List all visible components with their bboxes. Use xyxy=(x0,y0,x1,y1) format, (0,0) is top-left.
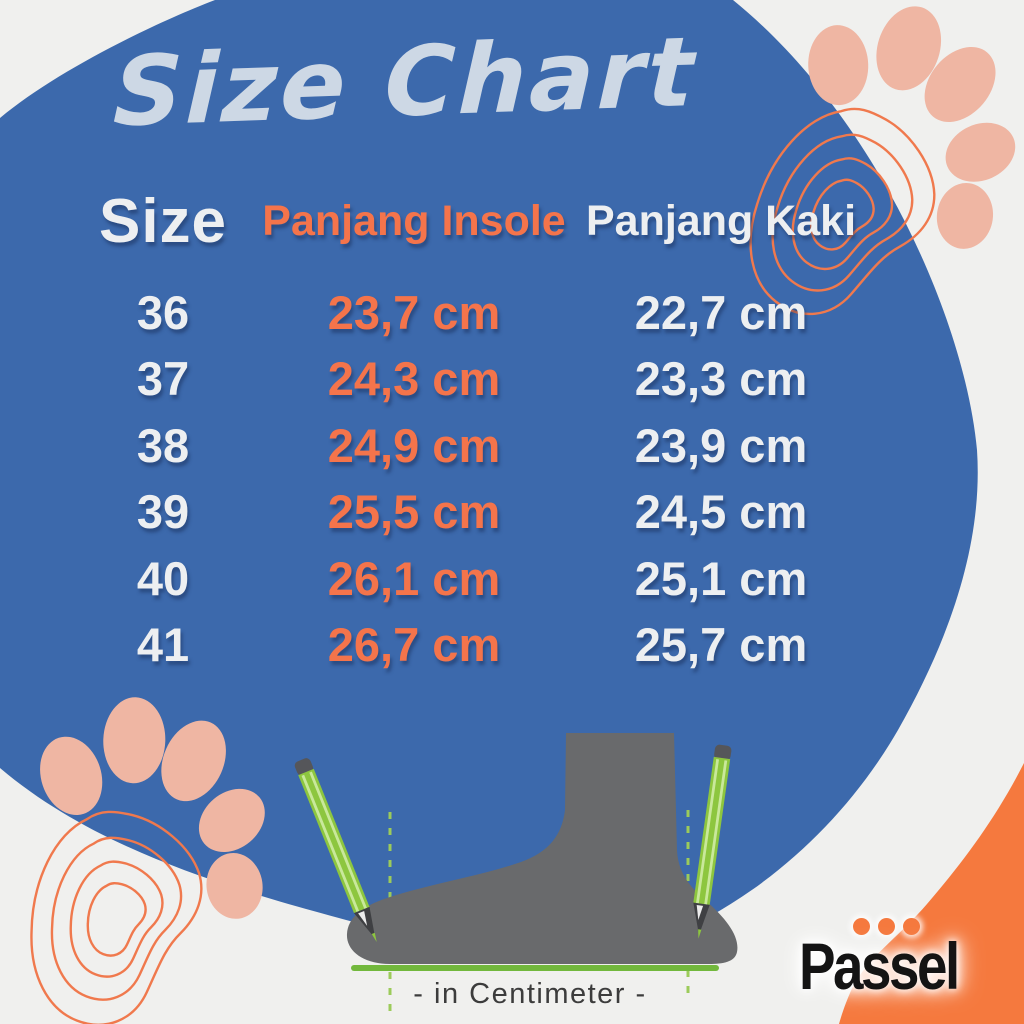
foot-icon xyxy=(346,733,738,964)
cell-foot-length: 24,5 cm xyxy=(634,485,808,539)
unit-note: - in Centimeter - xyxy=(413,978,647,1010)
cell-insole-length: 24,3 cm xyxy=(327,352,501,406)
brand-dot-icon xyxy=(903,918,920,935)
cell-size: 41 xyxy=(136,618,190,672)
table-row: 38 24,9 cm 23,9 cm xyxy=(68,412,872,479)
brand-dot-icon xyxy=(878,918,895,935)
blue-blob-shape xyxy=(0,0,978,960)
table-row: 37 24,3 cm 23,3 cm xyxy=(68,346,872,413)
table-row: 40 26,1 cm 25,1 cm xyxy=(68,545,872,612)
cell-foot-length: 22,7 cm xyxy=(634,285,808,339)
brand-logo: Passel xyxy=(799,914,1009,1004)
table-row: 36 23,7 cm 22,7 cm xyxy=(68,279,872,346)
cell-size: 38 xyxy=(136,418,190,472)
header-panjang-insole: Panjang Insole xyxy=(262,197,566,246)
brand-dots-icon xyxy=(853,918,920,935)
foot-measure-illustration xyxy=(291,733,738,1012)
brand-name: Passel xyxy=(799,929,960,1003)
header-panjang-kaki: Panjang Kaki xyxy=(585,197,857,246)
size-table-header: Size Panjang Insole Panjang Kaki xyxy=(68,186,872,257)
header-size: Size xyxy=(98,187,228,256)
cell-size: 36 xyxy=(136,285,190,339)
orange-corner-blob xyxy=(839,763,1024,1024)
cell-insole-length: 25,5 cm xyxy=(327,485,501,539)
cell-foot-length: 23,3 cm xyxy=(634,352,808,406)
size-table: Size Panjang Insole Panjang Kaki 36 23,7… xyxy=(68,186,872,678)
brand-dot-icon xyxy=(853,918,870,935)
cell-size: 39 xyxy=(136,485,190,539)
cell-insole-length: 26,1 cm xyxy=(327,551,501,605)
cell-foot-length: 23,9 cm xyxy=(634,418,808,472)
cell-size: 37 xyxy=(136,352,190,406)
cell-size: 40 xyxy=(136,551,190,605)
cell-insole-length: 26,7 cm xyxy=(327,618,501,672)
cell-insole-length: 24,9 cm xyxy=(327,418,501,472)
cell-foot-length: 25,1 cm xyxy=(634,551,808,605)
size-table-rows: 36 23,7 cm 22,7 cm 37 24,3 cm 23,3 cm 38… xyxy=(68,279,872,678)
page-title: Size Chart xyxy=(111,15,699,149)
cell-insole-length: 23,7 cm xyxy=(327,285,501,339)
table-row: 39 25,5 cm 24,5 cm xyxy=(68,479,872,546)
table-row: 41 26,7 cm 25,7 cm xyxy=(68,612,872,679)
cell-foot-length: 25,7 cm xyxy=(634,618,808,672)
